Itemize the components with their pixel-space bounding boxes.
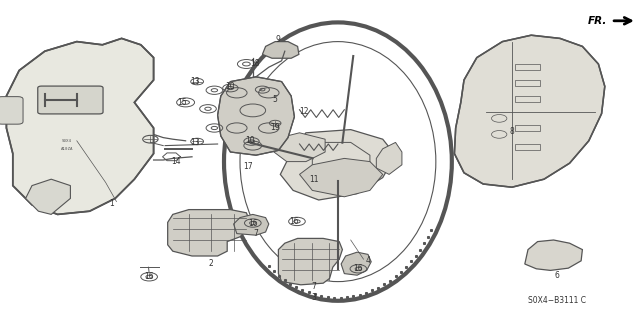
Text: 1: 1 [109, 199, 115, 208]
Polygon shape [218, 77, 294, 155]
Text: 6: 6 [554, 271, 559, 280]
FancyBboxPatch shape [0, 97, 23, 124]
Text: 12: 12 [300, 108, 308, 116]
Text: 7: 7 [311, 282, 316, 291]
Bar [515, 96, 540, 102]
Polygon shape [262, 42, 299, 58]
Text: 11: 11 [309, 175, 318, 184]
Text: 16: 16 [353, 264, 364, 273]
Text: 14: 14 [171, 157, 181, 166]
Text: 15: 15 [177, 98, 188, 107]
Text: 16: 16 [248, 219, 258, 228]
Text: 4: 4 [365, 256, 371, 265]
Bar [515, 80, 540, 86]
Polygon shape [454, 35, 605, 187]
Text: 10: 10 [225, 82, 236, 91]
Text: 19: 19 [270, 124, 280, 132]
Text: 5: 5 [273, 95, 278, 104]
Polygon shape [6, 38, 154, 214]
Bar [515, 144, 540, 150]
Text: S0X4: S0X4 [62, 140, 72, 143]
Polygon shape [278, 238, 342, 285]
Text: 7: 7 [253, 229, 259, 238]
Text: 16: 16 [289, 217, 300, 226]
Text: S0X4−B3111 C: S0X4−B3111 C [528, 296, 586, 305]
Polygon shape [168, 210, 250, 256]
Text: FR.: FR. [588, 16, 607, 26]
Text: 3: 3 [311, 293, 316, 302]
Bar [515, 125, 540, 131]
Polygon shape [26, 179, 70, 214]
Text: A10ZA: A10ZA [61, 148, 74, 151]
Text: 10: 10 [244, 136, 255, 145]
FancyBboxPatch shape [38, 86, 103, 114]
Polygon shape [300, 158, 383, 197]
Text: 13: 13 [190, 77, 200, 86]
Bar [515, 64, 540, 70]
Text: 13: 13 [190, 138, 200, 147]
Polygon shape [280, 130, 396, 200]
Polygon shape [525, 240, 582, 270]
Text: 16: 16 [144, 272, 154, 281]
Polygon shape [341, 252, 371, 275]
Text: 18: 18 [250, 60, 259, 68]
Polygon shape [234, 214, 269, 235]
Text: 17: 17 [243, 162, 253, 171]
Polygon shape [274, 133, 325, 162]
Text: 8: 8 [509, 127, 515, 136]
Text: 2: 2 [209, 259, 214, 268]
Polygon shape [376, 142, 402, 174]
Text: 9: 9 [276, 36, 281, 44]
